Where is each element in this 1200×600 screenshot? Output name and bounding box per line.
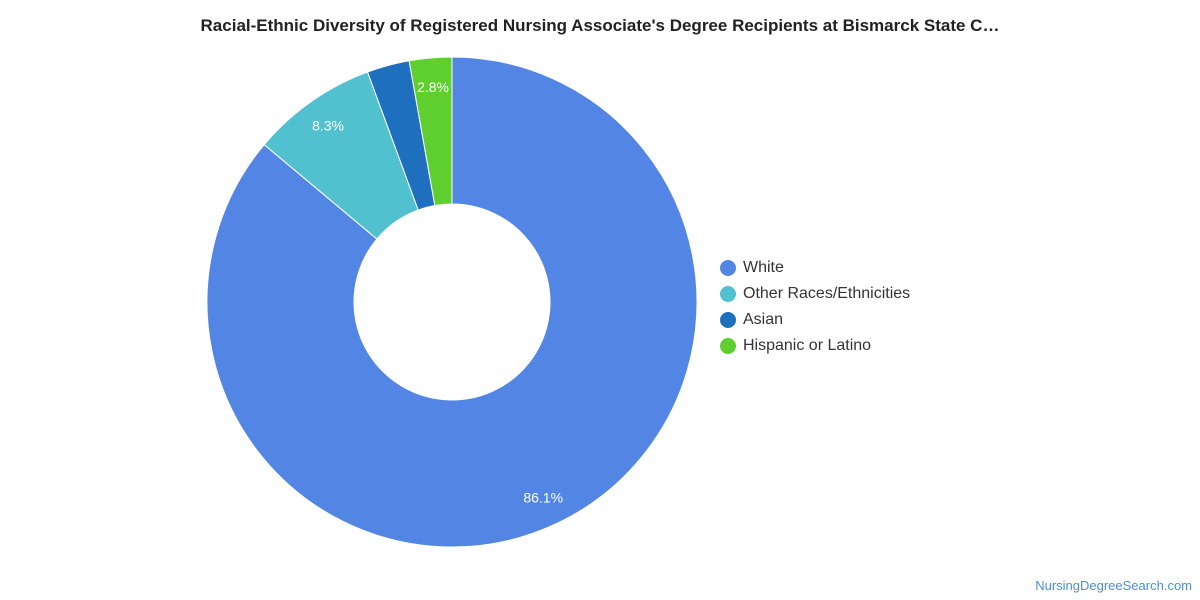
legend-label: White — [743, 259, 784, 276]
legend-item-hispanic[interactable]: Hispanic or Latino — [720, 333, 910, 359]
legend-swatch — [720, 286, 736, 302]
slice-data-label: 86.1% — [523, 489, 563, 505]
source-credit-link[interactable]: NursingDegreeSearch.com — [1035, 578, 1192, 593]
legend-item-white[interactable]: White — [720, 255, 910, 281]
legend-swatch — [720, 260, 736, 276]
slice-white[interactable] — [206, 56, 698, 548]
slice-data-label: 8.3% — [312, 118, 344, 134]
legend-swatch — [720, 338, 736, 354]
legend-swatch — [720, 312, 736, 328]
slice-hispanic-or-latino[interactable] — [408, 56, 453, 207]
legend: White Other Races/Ethnicities Asian Hisp… — [720, 255, 910, 359]
legend-item-other-races[interactable]: Other Races/Ethnicities — [720, 281, 910, 307]
slice-data-label: 2.8% — [417, 79, 449, 95]
legend-label: Asian — [743, 311, 784, 328]
legend-label: Other Races/Ethnicities — [743, 285, 911, 302]
chart-title: Racial-Ethnic Diversity of Registered Nu… — [200, 16, 1000, 35]
legend-label: Hispanic or Latino — [743, 337, 872, 354]
legend-item-asian[interactable]: Asian — [720, 307, 910, 333]
